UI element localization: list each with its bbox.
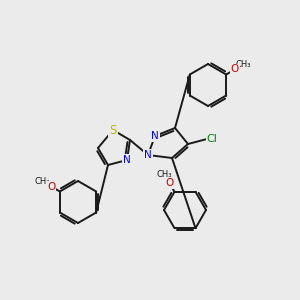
Text: N: N — [151, 131, 159, 141]
Text: CH₃: CH₃ — [157, 170, 172, 179]
Text: O: O — [47, 182, 55, 191]
Text: N: N — [123, 155, 131, 165]
Text: CH₃: CH₃ — [35, 177, 50, 186]
Text: S: S — [109, 124, 117, 136]
Text: N: N — [144, 150, 152, 160]
Text: O: O — [231, 64, 239, 74]
Text: O: O — [165, 178, 174, 188]
Text: CH₃: CH₃ — [236, 60, 251, 69]
Text: Cl: Cl — [207, 134, 218, 144]
